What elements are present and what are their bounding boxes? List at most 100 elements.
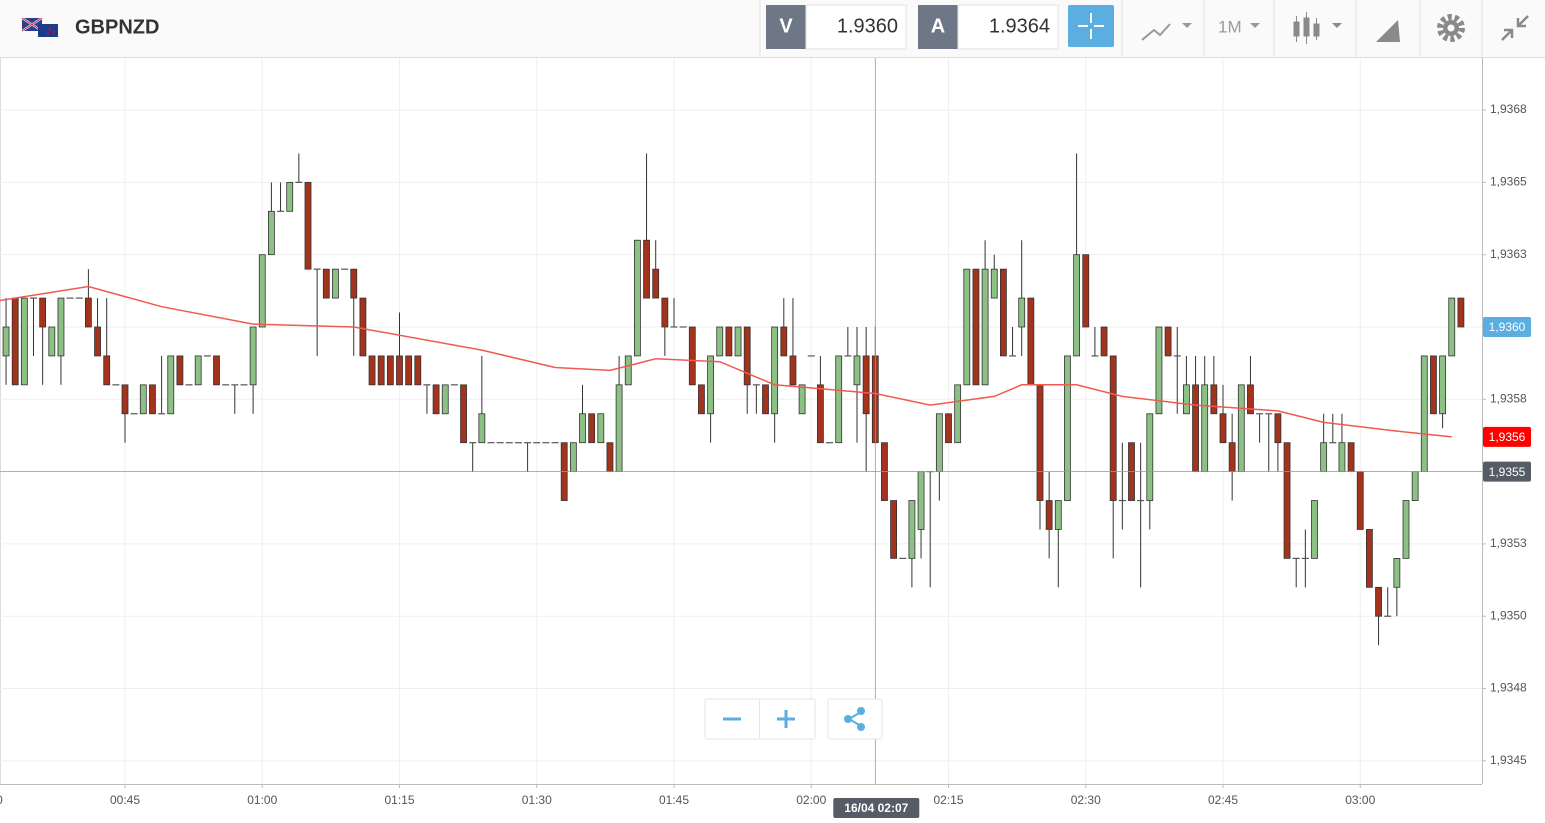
crosshair-y-badge — [1483, 461, 1531, 482]
x-tick-label: 02:30 — [1071, 793, 1101, 807]
candle-body — [789, 355, 797, 386]
settings-button[interactable] — [1437, 14, 1465, 42]
plot — [0, 58, 1482, 784]
crosshair-y-label: 1,9355 — [1489, 465, 1526, 479]
candle-body — [1420, 355, 1428, 473]
candle-body — [569, 442, 577, 473]
candle-body — [817, 384, 824, 444]
zoom-in[interactable] — [777, 710, 795, 728]
candle-body — [771, 326, 779, 415]
candle-body — [1237, 384, 1245, 473]
toolbar-dividers — [759, 0, 1483, 57]
candle-body — [405, 355, 413, 386]
candle-body — [890, 500, 897, 559]
candle-body — [1283, 442, 1291, 559]
candle-body — [725, 326, 733, 357]
candle-body — [1219, 413, 1227, 444]
candle-body — [634, 239, 641, 357]
drawing-tool[interactable] — [1376, 20, 1400, 42]
candle-body — [267, 210, 275, 256]
candle-body — [460, 384, 467, 444]
candle-body — [908, 500, 916, 559]
share-button[interactable] — [844, 707, 865, 731]
candle-body — [103, 355, 111, 386]
ask-price: 1.9364 — [989, 15, 1050, 37]
ask-button[interactable] — [918, 5, 958, 49]
candle-body — [1027, 297, 1035, 386]
candle-body — [121, 384, 129, 415]
bid-box — [805, 4, 907, 50]
candle-body — [1274, 413, 1282, 444]
candle-body — [304, 181, 312, 270]
candle-body — [972, 268, 980, 386]
candle-body — [322, 268, 330, 299]
candle-body — [981, 268, 989, 386]
candle-body — [579, 413, 586, 444]
candle-body — [377, 355, 385, 386]
candle-body — [588, 413, 596, 444]
candle-body — [707, 355, 714, 415]
crosshair-button[interactable] — [1068, 5, 1114, 47]
chart-type-menu[interactable] — [1293, 12, 1342, 44]
candle-body — [359, 297, 367, 357]
candle-body — [990, 268, 998, 299]
y-tick-label: 1,9350 — [1490, 608, 1527, 622]
candle-body — [1073, 254, 1080, 357]
candle-body — [762, 384, 769, 415]
candle-body — [643, 239, 650, 299]
symbol: GBPNZD — [75, 16, 159, 38]
candle-body — [1375, 586, 1382, 617]
bid-button[interactable] — [766, 5, 806, 49]
indicator-menu[interactable] — [1141, 23, 1192, 41]
candle-body — [1045, 500, 1053, 530]
candle-body — [258, 254, 266, 328]
crosshair-x-badge — [833, 798, 920, 818]
candle-body — [1439, 355, 1446, 415]
candle-body — [167, 355, 175, 415]
candle-body — [286, 181, 294, 212]
candle-body — [249, 326, 257, 386]
candle-body — [396, 355, 403, 386]
x-tick-label: 03:00 — [1345, 793, 1375, 807]
candle-body — [194, 355, 202, 386]
collapse-button[interactable] — [1501, 15, 1529, 41]
candle-body — [1411, 471, 1419, 501]
candle-body — [176, 355, 184, 386]
candle-body — [624, 355, 632, 386]
candle-body — [1448, 297, 1456, 357]
x-tick-label: 02:45 — [1208, 793, 1238, 807]
candle-body — [1402, 500, 1410, 559]
candle-body — [332, 268, 339, 299]
candle-body — [798, 384, 806, 415]
candle-body — [414, 355, 422, 386]
candle-body — [139, 384, 147, 415]
candle-body — [11, 297, 19, 386]
candle-body — [441, 384, 449, 415]
candle-body — [20, 297, 28, 386]
candle-body — [1457, 297, 1465, 328]
y-tick-label: 1,9353 — [1490, 536, 1527, 550]
candle-body — [597, 413, 605, 444]
candle-body — [213, 355, 220, 386]
candle-body — [1247, 384, 1254, 415]
price-badge — [1483, 426, 1531, 447]
y-tick-label: 1,9345 — [1490, 753, 1527, 767]
candle-body — [1054, 500, 1062, 530]
candle-body — [615, 384, 623, 473]
candle-body — [780, 326, 788, 357]
candle-body — [835, 355, 843, 444]
y-tick-label: 1,9363 — [1490, 247, 1527, 261]
candle-body — [734, 326, 742, 357]
candle-body — [478, 413, 486, 444]
candle-body — [57, 297, 65, 357]
candle-body — [698, 384, 705, 415]
x-tick-label: 00:45 — [110, 793, 140, 807]
candle-body — [945, 413, 952, 444]
crosshair-x-label: 16/04 02:07 — [844, 801, 908, 815]
candle-body — [1320, 442, 1328, 473]
candle-body — [48, 326, 56, 357]
x-tick-label: 00:30 — [0, 793, 3, 807]
timeframe[interactable]: 1M — [1218, 17, 1242, 36]
candle-body — [1000, 268, 1007, 357]
candle-body — [1210, 384, 1218, 415]
